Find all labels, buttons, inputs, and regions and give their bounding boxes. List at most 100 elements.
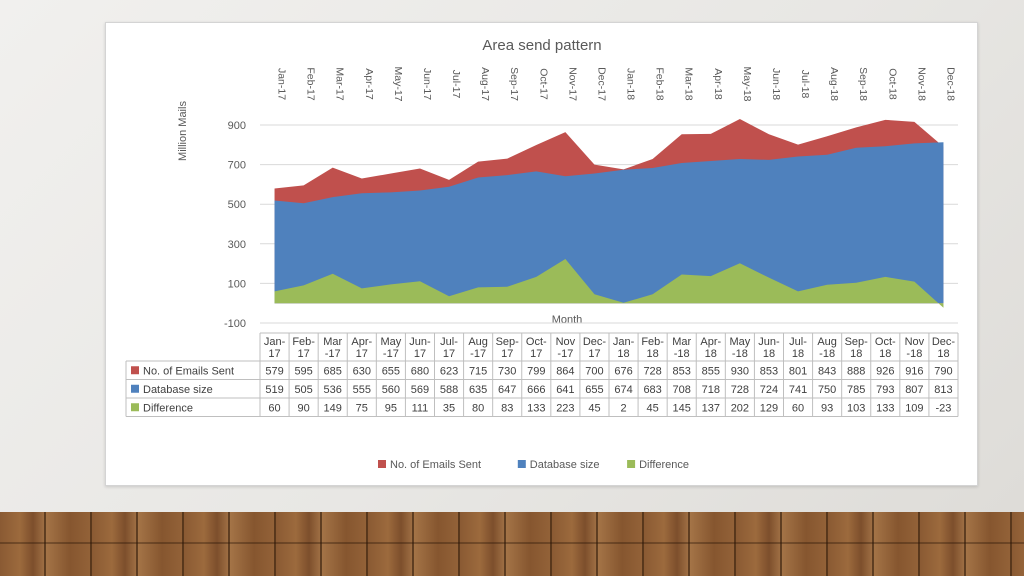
y-tick-label: 900: [228, 120, 246, 132]
table-value-cell: 536: [324, 384, 342, 396]
table-header-cell: Apr-: [351, 336, 372, 348]
table-header-cell: Mar: [323, 336, 342, 348]
table-value-cell: 674: [614, 384, 632, 396]
table-value-cell: 855: [702, 365, 720, 377]
table-value-cell: 133: [876, 402, 894, 414]
table-header-cell: 18: [617, 348, 629, 360]
table-value-cell: -23: [936, 402, 952, 414]
table-value-cell: 60: [268, 402, 280, 414]
table-value-cell: 676: [614, 365, 632, 377]
y-tick-label: -100: [224, 318, 246, 330]
table-value-cell: 715: [469, 365, 487, 377]
table-header-cell: Nov: [905, 336, 925, 348]
table-header-cell: 17: [298, 348, 310, 360]
table-header-cell: 17: [530, 348, 542, 360]
table-row-label: No. of Emails Sent: [143, 365, 234, 377]
table-value-cell: 595: [294, 365, 312, 377]
table-header-cell: Jan-: [264, 336, 286, 348]
table-value-cell: 790: [934, 365, 952, 377]
table-value-cell: 109: [905, 402, 923, 414]
x-axis-label: Month: [552, 314, 583, 326]
table-value-cell: 724: [760, 384, 778, 396]
table-value-cell: 666: [527, 384, 545, 396]
table-header-cell: 17: [414, 348, 426, 360]
legend-key: [627, 460, 636, 468]
table-value-cell: 149: [324, 402, 342, 414]
table-value-cell: 202: [731, 402, 749, 414]
x-category-label: May-17: [392, 66, 404, 101]
table-value-cell: 730: [498, 365, 516, 377]
table-value-cell: 505: [294, 384, 312, 396]
table-header-cell: Jul-: [440, 336, 458, 348]
chart-card: Area send pattern Million Mails Month -1…: [105, 22, 978, 486]
table-value-cell: 785: [847, 384, 865, 396]
table-value-cell: 683: [643, 384, 661, 396]
x-category-label: Aug-17: [479, 67, 491, 101]
data-table: Jan-17Feb-17Mar-17Apr-17May-17Jun-17Jul-…: [125, 332, 959, 417]
table-value-cell: 93: [821, 402, 833, 414]
table-value-cell: 750: [818, 384, 836, 396]
table-value-cell: 641: [556, 384, 574, 396]
x-category-label: Jul-18: [799, 70, 811, 99]
table-header-cell: Apr-: [700, 336, 721, 348]
table-value-cell: 80: [472, 402, 484, 414]
table-value-cell: 793: [876, 384, 894, 396]
table-header-cell: -18: [732, 348, 748, 360]
table-value-cell: 555: [353, 384, 371, 396]
table-header-cell: -17: [470, 348, 486, 360]
table-value-cell: 813: [934, 384, 952, 396]
table-value-cell: 623: [440, 365, 458, 377]
table-value-cell: 926: [876, 365, 894, 377]
table-legend-key: [131, 403, 139, 412]
table-value-cell: 560: [382, 384, 400, 396]
table-value-cell: 728: [643, 365, 661, 377]
table-value-cell: 718: [702, 384, 720, 396]
table-value-cell: 45: [588, 402, 600, 414]
table-header-cell: Feb-: [641, 336, 664, 348]
table-value-cell: 799: [527, 365, 545, 377]
x-category-label: May-18: [741, 66, 753, 101]
table-legend-key: [131, 366, 139, 375]
table-value-cell: 655: [585, 384, 603, 396]
table-value-cell: 2: [620, 402, 626, 414]
x-category-label: Nov-17: [566, 67, 578, 101]
table-header-cell: 17: [588, 348, 600, 360]
table-value-cell: 83: [501, 402, 513, 414]
table-header-cell: May: [380, 336, 401, 348]
table-value-cell: 635: [469, 384, 487, 396]
table-value-cell: 655: [382, 365, 400, 377]
table-value-cell: 45: [647, 402, 659, 414]
table-header-cell: Dec-: [932, 336, 956, 348]
x-category-label: Jul-17: [450, 70, 462, 99]
table-value-cell: 133: [527, 402, 545, 414]
table-header-cell: 18: [647, 348, 659, 360]
table-value-cell: 103: [847, 402, 865, 414]
x-category-label: Feb-18: [654, 67, 666, 100]
table-header-cell: Oct-: [526, 336, 547, 348]
legend-key: [517, 460, 526, 468]
table-header-cell: 18: [792, 348, 804, 360]
table-value-cell: 60: [792, 402, 804, 414]
table-header-cell: 18: [763, 348, 775, 360]
table-value-cell: 90: [298, 402, 310, 414]
table-header-cell: 18: [705, 348, 717, 360]
table-header-cell: Oct-: [875, 336, 896, 348]
table-header-cell: 17: [501, 348, 513, 360]
table-value-cell: 630: [353, 365, 371, 377]
table-value-cell: 137: [702, 402, 720, 414]
x-category-labels-top: Jan-17 Feb-17 Mar-17 Apr-17 May-17 Jun-17 Jul-…: [276, 66, 957, 101]
table-header-cell: Aug: [817, 336, 837, 348]
table-value-cell: 569: [411, 384, 429, 396]
table-value-cell: 75: [356, 402, 368, 414]
table-value-cell: 145: [673, 402, 691, 414]
table-header-cell: Nov: [556, 336, 576, 348]
table-header-cell: -17: [557, 348, 573, 360]
area-series-2: [274, 142, 944, 304]
table-header-cell: Jan-: [613, 336, 635, 348]
x-category-label: Feb-17: [305, 67, 317, 100]
table-value-cell: 741: [789, 384, 807, 396]
legend-key: [378, 460, 386, 468]
x-category-label: Jun-18: [770, 68, 782, 100]
table-header-cell: Dec-: [583, 336, 607, 348]
table-header-cell: May: [729, 336, 750, 348]
